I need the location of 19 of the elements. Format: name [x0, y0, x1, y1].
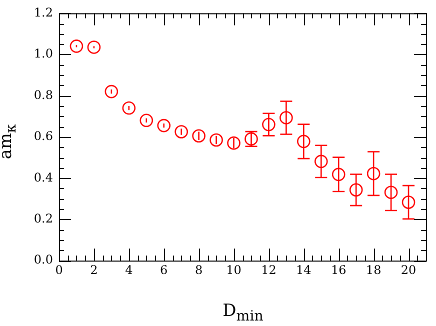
- x-axis-title: D$_{min}$: [222, 300, 264, 324]
- x-tick-label: 10: [226, 262, 242, 277]
- x-tick-label: 4: [125, 262, 134, 277]
- x-tick-label: 16: [330, 262, 346, 277]
- y-tick-label: 0.0: [34, 252, 53, 267]
- y-tick-label: 1.0: [34, 46, 53, 61]
- x-tick-label: 8: [194, 262, 203, 277]
- y-tick-label: 0.4: [34, 170, 54, 184]
- y-tick-label: 0.6: [34, 129, 53, 144]
- x-tick-label: 0: [55, 262, 63, 277]
- x-tick-label: 2: [90, 262, 98, 277]
- x-tick-label: 6: [160, 262, 168, 277]
- y-tick-label: 0.2: [34, 211, 53, 226]
- x-tick-label: 14: [296, 262, 312, 277]
- x-tick-label: 20: [400, 262, 416, 277]
- y-tick-label: 0.8: [34, 88, 53, 102]
- x-tick-label: 18: [366, 262, 382, 277]
- y-tick-label: 1.2: [34, 5, 53, 20]
- x-tick-label: 12: [261, 262, 276, 277]
